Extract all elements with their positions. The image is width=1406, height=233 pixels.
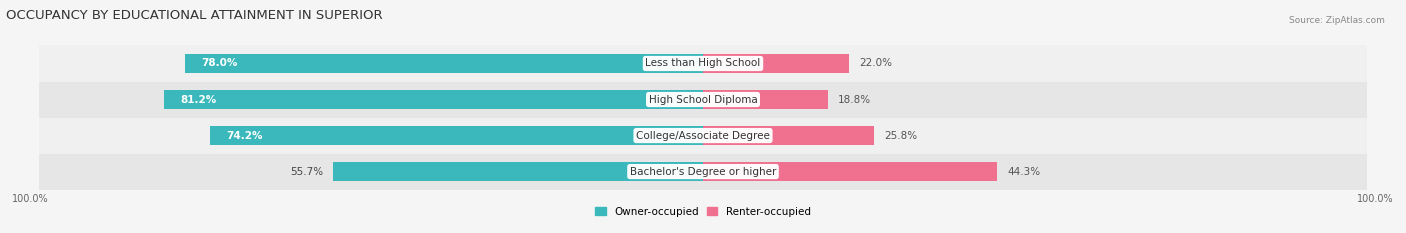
Bar	[39, 82, 1367, 117]
Bar	[39, 117, 1367, 154]
Text: 81.2%: 81.2%	[180, 95, 217, 105]
Text: 44.3%: 44.3%	[1007, 167, 1040, 177]
Legend: Owner-occupied, Renter-occupied: Owner-occupied, Renter-occupied	[591, 203, 815, 221]
Text: OCCUPANCY BY EDUCATIONAL ATTAINMENT IN SUPERIOR: OCCUPANCY BY EDUCATIONAL ATTAINMENT IN S…	[6, 9, 382, 22]
Text: 100.0%: 100.0%	[13, 194, 49, 204]
Bar	[703, 54, 849, 73]
Text: High School Diploma: High School Diploma	[648, 95, 758, 105]
Text: 18.8%: 18.8%	[838, 95, 870, 105]
Text: Bachelor's Degree or higher: Bachelor's Degree or higher	[630, 167, 776, 177]
Text: College/Associate Degree: College/Associate Degree	[636, 130, 770, 140]
Bar	[333, 162, 703, 181]
Bar	[209, 126, 703, 145]
Bar	[39, 45, 1367, 82]
Text: 74.2%: 74.2%	[226, 130, 263, 140]
Text: Less than High School: Less than High School	[645, 58, 761, 69]
Bar	[703, 90, 828, 109]
Text: Source: ZipAtlas.com: Source: ZipAtlas.com	[1289, 16, 1385, 25]
Text: 22.0%: 22.0%	[859, 58, 891, 69]
Bar	[703, 162, 997, 181]
Bar	[186, 54, 703, 73]
Bar	[163, 90, 703, 109]
Text: 100.0%: 100.0%	[1357, 194, 1393, 204]
Text: 25.8%: 25.8%	[884, 130, 918, 140]
Text: 78.0%: 78.0%	[201, 58, 238, 69]
Bar	[703, 126, 875, 145]
Bar	[39, 154, 1367, 190]
Text: 55.7%: 55.7%	[290, 167, 323, 177]
